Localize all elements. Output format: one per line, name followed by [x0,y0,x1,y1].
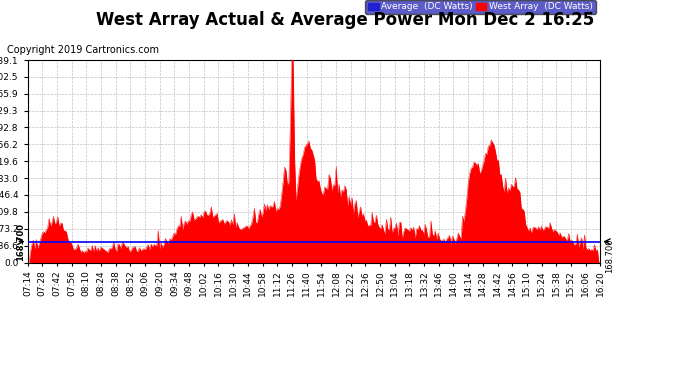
Text: 168.700: 168.700 [16,223,25,261]
Legend: Average  (DC Watts), West Array  (DC Watts): Average (DC Watts), West Array (DC Watts… [365,0,595,14]
Text: Copyright 2019 Cartronics.com: Copyright 2019 Cartronics.com [7,45,159,55]
Text: West Array Actual & Average Power Mon Dec 2 16:25: West Array Actual & Average Power Mon De… [96,11,594,29]
